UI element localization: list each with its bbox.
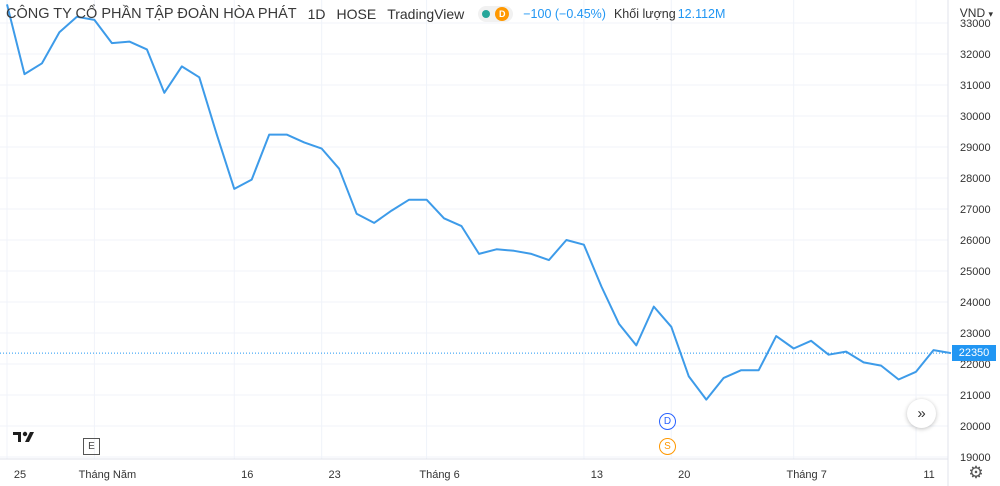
tradingview-logo-icon[interactable] bbox=[12, 430, 38, 447]
y-tick-label: 25000 bbox=[960, 266, 991, 278]
y-tick-label: 22000 bbox=[960, 359, 991, 371]
chevron-down-icon: ▾ bbox=[988, 9, 993, 19]
x-tick-label: Tháng 6 bbox=[419, 469, 459, 481]
volume-value: 12.112M bbox=[677, 7, 726, 21]
dividend-marker[interactable]: D bbox=[659, 413, 676, 430]
y-tick-label: 27000 bbox=[960, 204, 991, 216]
data-provider: TradingView bbox=[387, 6, 465, 22]
price-series-line bbox=[6, 4, 952, 401]
y-tick-label: 32000 bbox=[960, 49, 991, 61]
y-tick-label: 23000 bbox=[960, 328, 991, 340]
event-marker-earnings[interactable]: E bbox=[83, 438, 100, 455]
settings-icon[interactable]: ⚙ bbox=[968, 463, 984, 482]
y-tick-label: 24000 bbox=[960, 297, 991, 309]
x-tick-label: 11 bbox=[923, 469, 934, 481]
y-tick-label: 30000 bbox=[960, 111, 991, 123]
y-tick-label: 19000 bbox=[960, 452, 991, 464]
split-marker[interactable]: S bbox=[659, 438, 676, 455]
x-tick-label: 25 bbox=[14, 469, 26, 481]
x-tick-label: Tháng Năm bbox=[79, 469, 136, 481]
price-change: −100 (−0.45%) bbox=[523, 7, 606, 21]
last-price-tag: 22350 bbox=[952, 345, 996, 362]
chart-grid bbox=[0, 0, 948, 459]
interval[interactable]: 1D bbox=[307, 6, 326, 22]
chart-legend: CÔNG TY CỔ PHẦN TẬP ĐOÀN HÒA PHÁT 1D HOS… bbox=[6, 4, 725, 24]
x-tick-label: 20 bbox=[678, 469, 690, 481]
scroll-to-realtime-button[interactable]: » bbox=[907, 399, 936, 428]
volume-label: Khối lượng bbox=[613, 7, 676, 21]
x-tick-label: 23 bbox=[329, 469, 341, 481]
y-tick-label: 20000 bbox=[960, 421, 991, 433]
y-tick-label: 26000 bbox=[960, 235, 991, 247]
delayed-badge: D bbox=[495, 7, 510, 21]
y-tick-label: 31000 bbox=[960, 80, 991, 92]
time-axis: 25 Tháng Năm 16 23 Tháng 6 13 20 Tháng 7 11 bbox=[14, 469, 935, 481]
symbol-name[interactable]: CÔNG TY CỔ PHẦN TẬP ĐOÀN HÒA PHÁT bbox=[6, 6, 297, 22]
x-tick-label: Tháng 7 bbox=[786, 469, 826, 481]
y-tick-label: 29000 bbox=[960, 142, 991, 154]
exchange: HOSE bbox=[336, 6, 377, 22]
status-badge[interactable]: D bbox=[478, 6, 514, 22]
x-tick-label: 16 bbox=[241, 469, 253, 481]
currency-label: VND bbox=[959, 6, 986, 20]
market-status-icon bbox=[482, 10, 491, 18]
price-axis: 19000 20000 21000 22000 23000 24000 25000 26000… bbox=[960, 18, 991, 464]
tradingview-logo-glyph bbox=[13, 431, 34, 442]
y-tick-label: 28000 bbox=[960, 173, 991, 185]
y-tick-label: 33000 bbox=[960, 18, 991, 30]
x-tick-label: 13 bbox=[591, 469, 603, 481]
y-tick-label: 21000 bbox=[960, 390, 991, 402]
currency-selector[interactable]: VND ▾ bbox=[960, 6, 993, 20]
